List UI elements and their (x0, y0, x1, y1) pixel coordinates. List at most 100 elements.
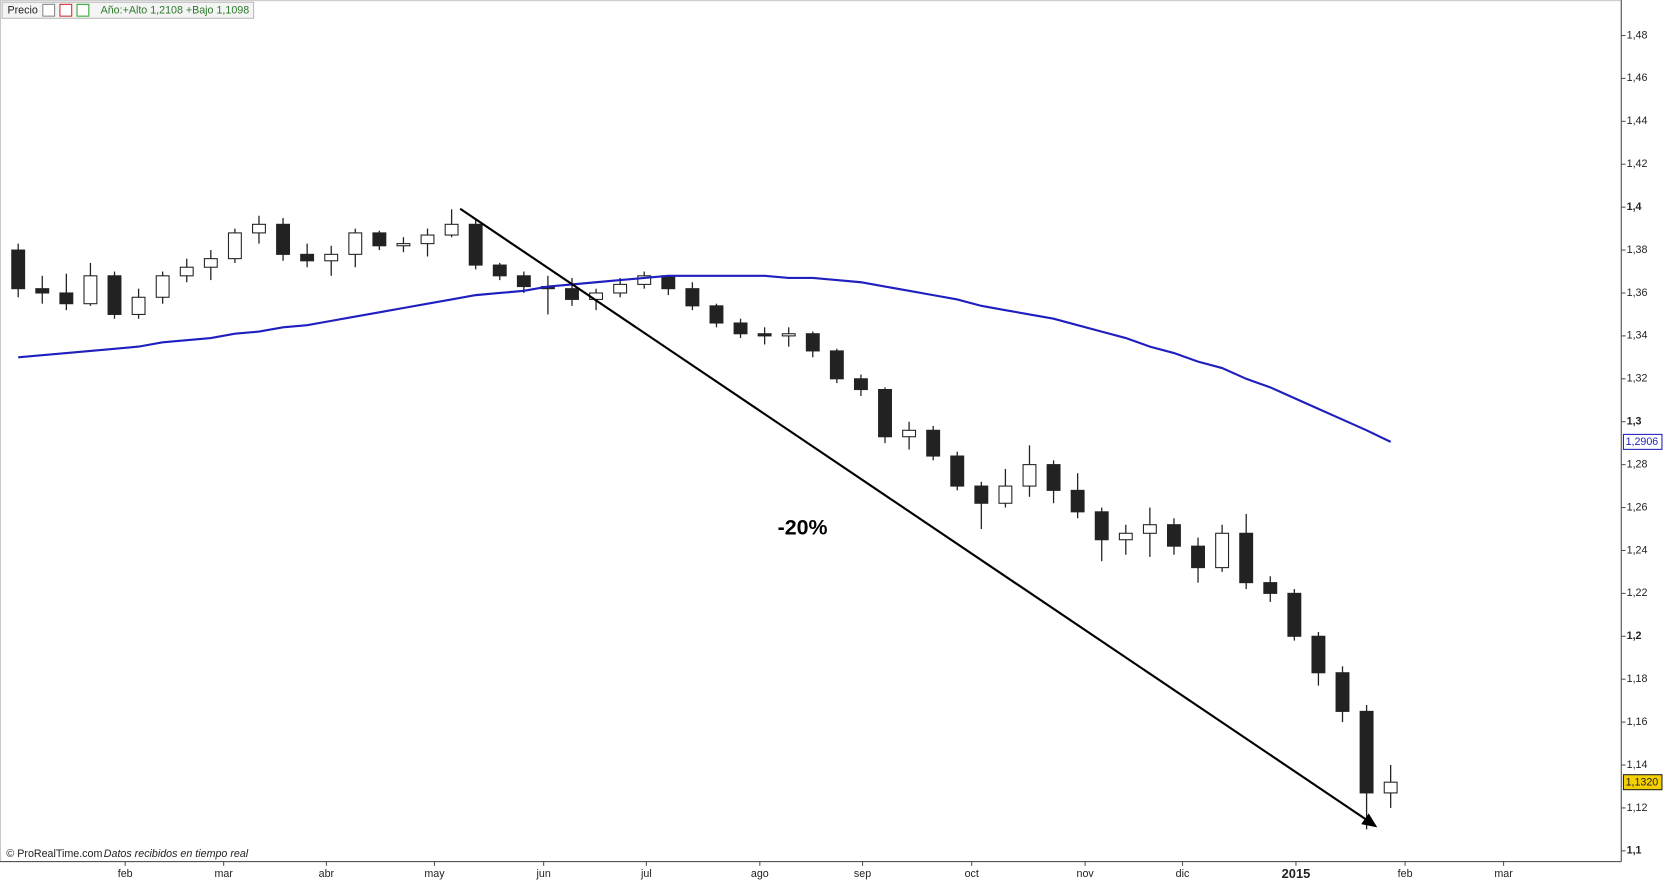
x-tick-label: ago (751, 868, 769, 880)
y-tick-label: 1,2 (1627, 630, 1642, 642)
y-tick-label: 1,44 (1627, 115, 1648, 127)
footer-note: Datos recibidos en tiempo real (104, 848, 249, 860)
candle-body (998, 485, 1013, 504)
candle-body (1070, 489, 1085, 513)
candle-body (805, 333, 820, 352)
candle-body (1311, 635, 1326, 674)
x-tick-label: jun (536, 868, 551, 880)
candle-body (1239, 532, 1254, 584)
candle-body (926, 429, 941, 457)
candle-body (878, 388, 892, 438)
candle-body (372, 232, 387, 247)
candle-body (348, 232, 363, 255)
moving-average (18, 274, 1392, 443)
plot-area (11, 209, 1398, 830)
x-tick-label: oct (965, 868, 979, 880)
x-tick-label: 2015 (1282, 866, 1311, 881)
candle-body (131, 296, 146, 315)
y-tick-label: 1,24 (1627, 544, 1648, 556)
y-tick-label: 1,28 (1627, 458, 1648, 470)
y-tick-label: 1,16 (1627, 716, 1648, 728)
y-tick-label: 1,32 (1627, 373, 1648, 385)
price-tag-label: 1,2906 (1626, 436, 1659, 448)
candle-body (1287, 592, 1302, 637)
candle-body (1142, 524, 1157, 534)
candle-body (1094, 511, 1109, 541)
icon-settings[interactable] (42, 3, 56, 17)
candle-body (444, 223, 459, 236)
x-tick-label: sep (854, 868, 871, 880)
candle-body (781, 333, 796, 337)
candle-body (1383, 781, 1398, 794)
candle-body (1167, 524, 1181, 547)
candle-body (276, 223, 291, 255)
candle-body (179, 266, 194, 277)
candle-body (709, 305, 724, 324)
candle-body (35, 288, 50, 294)
candle-body (420, 234, 435, 245)
y-tick-label: 1,48 (1627, 29, 1648, 41)
candle-body (613, 283, 628, 294)
price-label: Precio (7, 5, 37, 17)
candle-body (902, 429, 917, 438)
y-tick-label: 1,46 (1627, 72, 1648, 84)
candle-body (1191, 545, 1205, 569)
y-tick-label: 1,22 (1627, 587, 1648, 599)
x-tick-label: jul (640, 868, 652, 880)
candle-body (829, 350, 844, 380)
x-tick-label: mar (214, 868, 233, 880)
range-label: Año:+Alto 1,2108 +Bajo 1,1098 (101, 5, 250, 17)
candle-body (227, 232, 242, 260)
candle-body (853, 378, 868, 391)
y-tick-label: 1,3 (1627, 416, 1642, 428)
y-tick-label: 1,14 (1627, 759, 1648, 771)
x-tick-label: feb (1398, 868, 1413, 880)
candle-body (950, 455, 965, 487)
footer-source: © ProRealTime.com (6, 848, 102, 860)
candle-body (685, 288, 700, 307)
x-tick-label: nov (1077, 868, 1095, 880)
candle-body (1335, 672, 1350, 712)
y-tick-label: 1,1 (1627, 845, 1642, 857)
candle-body (1263, 582, 1278, 594)
candle-body (155, 275, 170, 298)
candle-body (974, 485, 989, 504)
price-tag (1622, 433, 1663, 450)
y-tick-label: 1,36 (1627, 287, 1648, 299)
x-tick-label: may (424, 868, 445, 880)
candle-body (83, 275, 98, 305)
arrow-head (1361, 813, 1378, 828)
x-tick-label: dic (1176, 868, 1190, 880)
icon-add[interactable] (76, 3, 90, 17)
candle-body (468, 223, 483, 266)
candle-body (11, 249, 26, 290)
price-tag-label: 1,1320 (1626, 777, 1659, 789)
candle-body (757, 333, 772, 337)
candle-body (252, 223, 266, 234)
candle-body (661, 275, 676, 290)
y-tick-label: 1,34 (1627, 330, 1648, 342)
x-tick-label: feb (118, 868, 133, 880)
icon-remove[interactable] (59, 3, 73, 17)
candle-body (1022, 464, 1037, 487)
candle-body (516, 275, 531, 288)
candle-body (565, 288, 579, 300)
candle-body (300, 253, 315, 262)
x-tick-label: abr (319, 868, 335, 880)
candle-body (1118, 532, 1133, 541)
header: Precio Año:+Alto 1,2108 +Bajo 1,1098 (1, 1, 255, 19)
candle-body (1359, 710, 1374, 794)
candle-body (203, 258, 218, 268)
trend-arrow (459, 207, 1378, 828)
candle-body (1215, 532, 1230, 569)
candle-body (1046, 464, 1061, 491)
arrow-line (459, 207, 1371, 823)
y-tick-label: 1,38 (1627, 244, 1648, 256)
candle-body (637, 275, 652, 285)
candle-body (107, 275, 122, 315)
candle-body (324, 253, 339, 262)
y-tick-label: 1,18 (1627, 673, 1648, 685)
